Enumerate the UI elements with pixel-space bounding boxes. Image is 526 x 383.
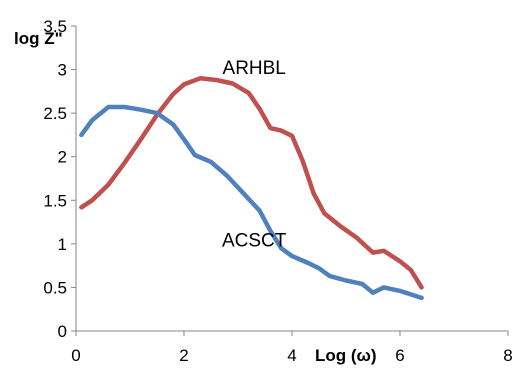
series-lines [79,76,424,301]
y-tick-label: 3.5 [43,17,67,36]
x-tick-label: 0 [71,346,80,365]
series-label-arhbl: ARHBL [223,58,286,79]
x-axis-title: Log (ω) [315,346,377,365]
series-label-acsct: ACSCT [222,230,287,251]
y-tick-label: 0.5 [43,278,67,297]
x-tick-label: 6 [395,346,404,365]
y-tick-label: 1 [58,235,67,254]
y-tick-label: 0 [58,322,67,341]
y-tick-label: 1.5 [43,191,67,210]
y-tick-labels: 0 0.5 1 1.5 2 2.5 3 3.5 [43,17,76,341]
series-line-acsct [79,104,424,301]
y-tick-label: 3 [58,61,67,80]
series-labels: ARHBL ACSCT [222,58,287,252]
x-tick-label: 4 [287,346,296,365]
y-axis-title: log Z" [14,29,63,48]
x-tick-label: 2 [179,346,188,365]
y-tick-label: 2 [58,148,67,167]
series-line-arhbl [79,76,424,290]
x-tick-labels: 0 2 4 6 8 [71,331,513,365]
y-tick-label: 2.5 [43,104,67,123]
x-tick-label: 8 [503,346,512,365]
